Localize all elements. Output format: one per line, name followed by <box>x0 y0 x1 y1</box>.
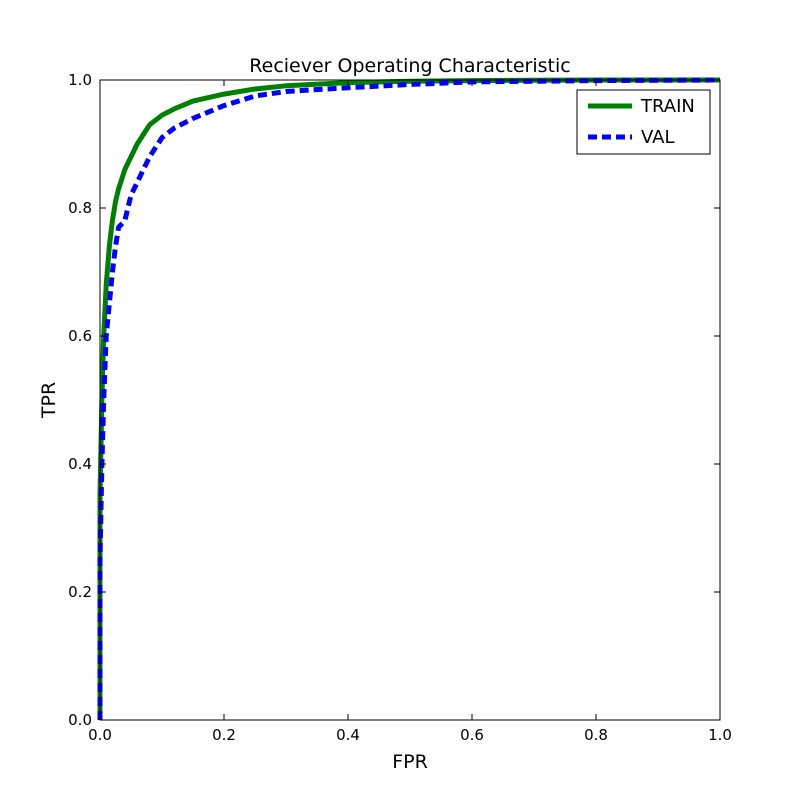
x-tick-label: 1.0 <box>708 726 732 744</box>
y-tick-label: 1.0 <box>68 71 92 89</box>
chart-title: Reciever Operating Characteristic <box>249 55 570 77</box>
x-axis-title: FPR <box>392 751 428 773</box>
legend-frame <box>576 89 711 155</box>
ticks-layer: 0.0 0.2 0.4 0.6 0.8 1.0 0.0 0.2 0.4 0.6 0.8 1.0 <box>68 71 732 744</box>
y-tick-label: 0.6 <box>68 327 92 345</box>
y-tick-label: 0.0 <box>68 711 92 729</box>
y-tick-label: 0.8 <box>68 199 92 217</box>
plot-frame <box>99 79 721 721</box>
y-tick-label: 0.4 <box>68 455 92 473</box>
y-tick-label: 0.2 <box>68 583 92 601</box>
x-tick-label: 0.8 <box>584 726 608 744</box>
x-tick-label: 0.6 <box>460 726 484 744</box>
legend: TRAIN VAL <box>576 89 711 155</box>
series-line-val <box>97 77 721 720</box>
y-axis-title: TPR <box>38 382 60 419</box>
legend-label-val: VAL <box>641 127 675 148</box>
plot-area: 0.0 0.2 0.4 0.6 0.8 1.0 0.0 0.2 0.4 0.6 0.8 1.0 <box>68 71 732 744</box>
x-tick-label: 0.0 <box>88 726 112 744</box>
x-tick-label: 0.2 <box>212 726 236 744</box>
x-tick-label: 0.4 <box>336 726 360 744</box>
legend-label-train: TRAIN <box>640 96 695 117</box>
